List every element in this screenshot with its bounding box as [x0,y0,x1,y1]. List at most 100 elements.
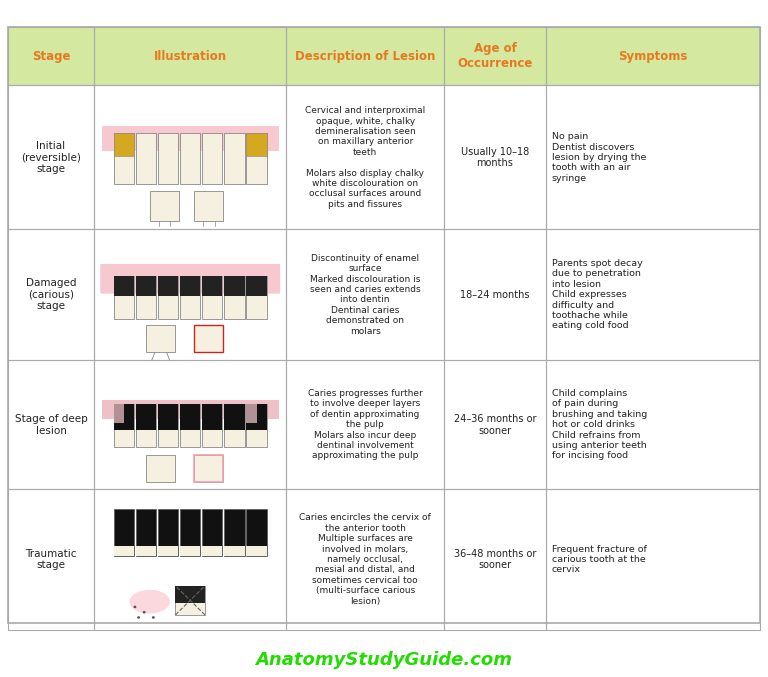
Text: 24–36 months or
sooner: 24–36 months or sooner [454,414,536,435]
Bar [114,133,134,156]
Text: Traumatic
stage: Traumatic stage [25,548,77,570]
Bar [444,230,546,360]
Bar [180,509,200,556]
Bar [247,404,266,447]
Bar [224,509,244,556]
Bar [224,404,244,447]
Bar [8,230,94,360]
Bar [180,404,200,430]
Bar [202,404,223,430]
Bar [202,133,223,184]
Text: Stage: Stage [31,49,70,63]
Bar [286,85,444,230]
Bar [247,133,266,184]
Text: AnatomyStudyGuide.com: AnatomyStudyGuide.com [256,651,512,669]
Bar [202,509,223,556]
Bar [247,404,257,423]
Bar [444,85,546,230]
Bar [247,133,266,156]
Text: Description of Lesion: Description of Lesion [295,49,435,63]
Bar [158,404,178,430]
Bar [546,360,760,489]
Bar [202,546,223,556]
Bar [94,27,286,85]
Text: Caries encircles the cervix of
the anterior tooth
Multiple surfaces are
involved: Caries encircles the cervix of the anter… [300,513,431,605]
Ellipse shape [129,590,170,613]
Bar [444,230,546,360]
Text: Parents spot decay
due to penetration
into lesion
Child expresses
difficulty and: Parents spot decay due to penetration in… [552,259,643,330]
Bar [158,404,178,447]
Bar [114,404,134,447]
Text: Symptoms: Symptoms [618,49,688,63]
Bar [158,546,178,556]
Bar [247,404,266,430]
Circle shape [152,616,155,619]
Text: No pain
Dentist discovers
lesion by drying the
tooth with an air
syringe: No pain Dentist discovers lesion by dryi… [552,132,647,183]
Bar [158,276,178,320]
Bar [247,509,266,556]
Bar [546,230,760,360]
Bar [444,489,546,630]
Bar [94,27,286,85]
FancyBboxPatch shape [100,264,280,294]
Bar [8,489,94,630]
Bar [101,127,279,151]
Bar [224,404,244,430]
Bar [146,326,175,353]
Bar [286,230,444,360]
Bar [286,230,444,360]
Bar [180,404,200,447]
Text: Discontinuity of enamel
surface
Marked discolouration is
seen and caries extends: Discontinuity of enamel surface Marked d… [310,254,421,336]
Bar [286,360,444,489]
Bar [8,27,94,85]
Text: Damaged
(carious)
stage: Damaged (carious) stage [25,278,76,311]
Bar [247,276,266,320]
Bar [114,404,134,430]
Bar [194,455,223,482]
Bar [286,360,444,489]
Bar [202,276,223,320]
Bar [8,360,94,489]
Bar [224,276,244,296]
Text: 36–48 months or
sooner: 36–48 months or sooner [454,548,536,570]
Text: 18–24 months: 18–24 months [460,290,530,300]
Bar [247,546,266,556]
Bar [194,326,223,353]
Bar [136,404,156,447]
Bar [546,230,760,360]
Bar [136,509,156,556]
Bar [146,455,175,482]
Bar [8,85,94,230]
Bar [136,276,156,320]
Circle shape [134,606,137,608]
Bar [8,489,94,630]
Bar [546,27,760,85]
Bar [546,360,760,489]
Bar [444,27,546,85]
Bar [94,360,286,489]
Bar [114,276,134,296]
Bar [101,400,279,418]
Bar [224,276,244,320]
Bar [286,27,444,85]
Bar [175,586,205,615]
Bar [444,85,546,230]
Text: Caries progresses further
to involve deeper layers
of dentin approximating
the p: Caries progresses further to involve dee… [308,389,422,460]
Bar [8,360,94,489]
Text: Initial
(reversible)
stage: Initial (reversible) stage [21,141,81,174]
Bar [94,360,286,489]
Bar [194,191,223,221]
Bar [444,27,546,85]
Bar [546,489,760,630]
Bar [94,230,286,360]
Bar [114,509,134,556]
Bar [114,546,134,556]
Bar [8,230,94,360]
Bar [136,546,156,556]
Bar [94,489,286,630]
Bar [94,85,286,230]
Bar [444,489,546,630]
Bar [546,489,760,630]
Bar [194,455,223,482]
Circle shape [143,611,146,613]
